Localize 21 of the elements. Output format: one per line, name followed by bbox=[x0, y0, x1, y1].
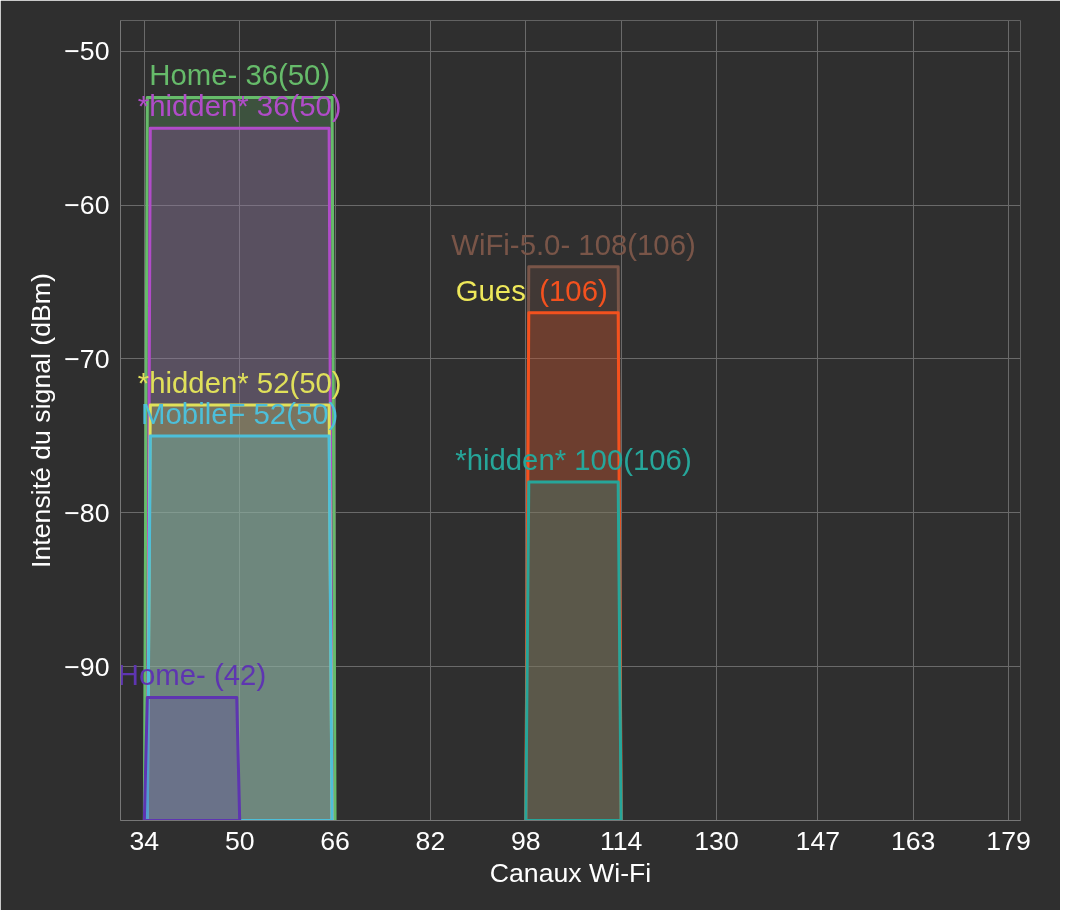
y-axis-title: Intensité du signal (dBm) bbox=[26, 273, 57, 568]
y-tick-label: −80 bbox=[64, 497, 110, 528]
x-tick-label: 34 bbox=[129, 825, 160, 856]
legend-label: Gues bbox=[455, 273, 526, 307]
x-tick-label: 66 bbox=[320, 825, 350, 856]
series-label: (106) bbox=[539, 273, 608, 307]
x-tick-label: 82 bbox=[415, 825, 446, 856]
series-label: WiFi-5.0- 108(106) bbox=[451, 227, 696, 261]
x-tick-label: 114 bbox=[599, 825, 643, 856]
x-tick-label: 163 bbox=[890, 825, 936, 856]
y-tick-label: −90 bbox=[64, 651, 110, 682]
y-tick-label: −60 bbox=[64, 190, 110, 221]
x-tick-label: 147 bbox=[795, 825, 841, 856]
x-tick-label: 98 bbox=[510, 825, 541, 856]
x-axis-title: Canaux Wi-Fi bbox=[489, 857, 652, 888]
y-tick-label: −50 bbox=[64, 36, 110, 67]
series-label: Home- 36(50) bbox=[149, 58, 331, 92]
x-tick-label: 130 bbox=[694, 825, 739, 856]
y-tick-label: −70 bbox=[64, 343, 110, 374]
x-tick-label: 50 bbox=[224, 825, 255, 856]
x-tick-label: 179 bbox=[986, 825, 1031, 856]
